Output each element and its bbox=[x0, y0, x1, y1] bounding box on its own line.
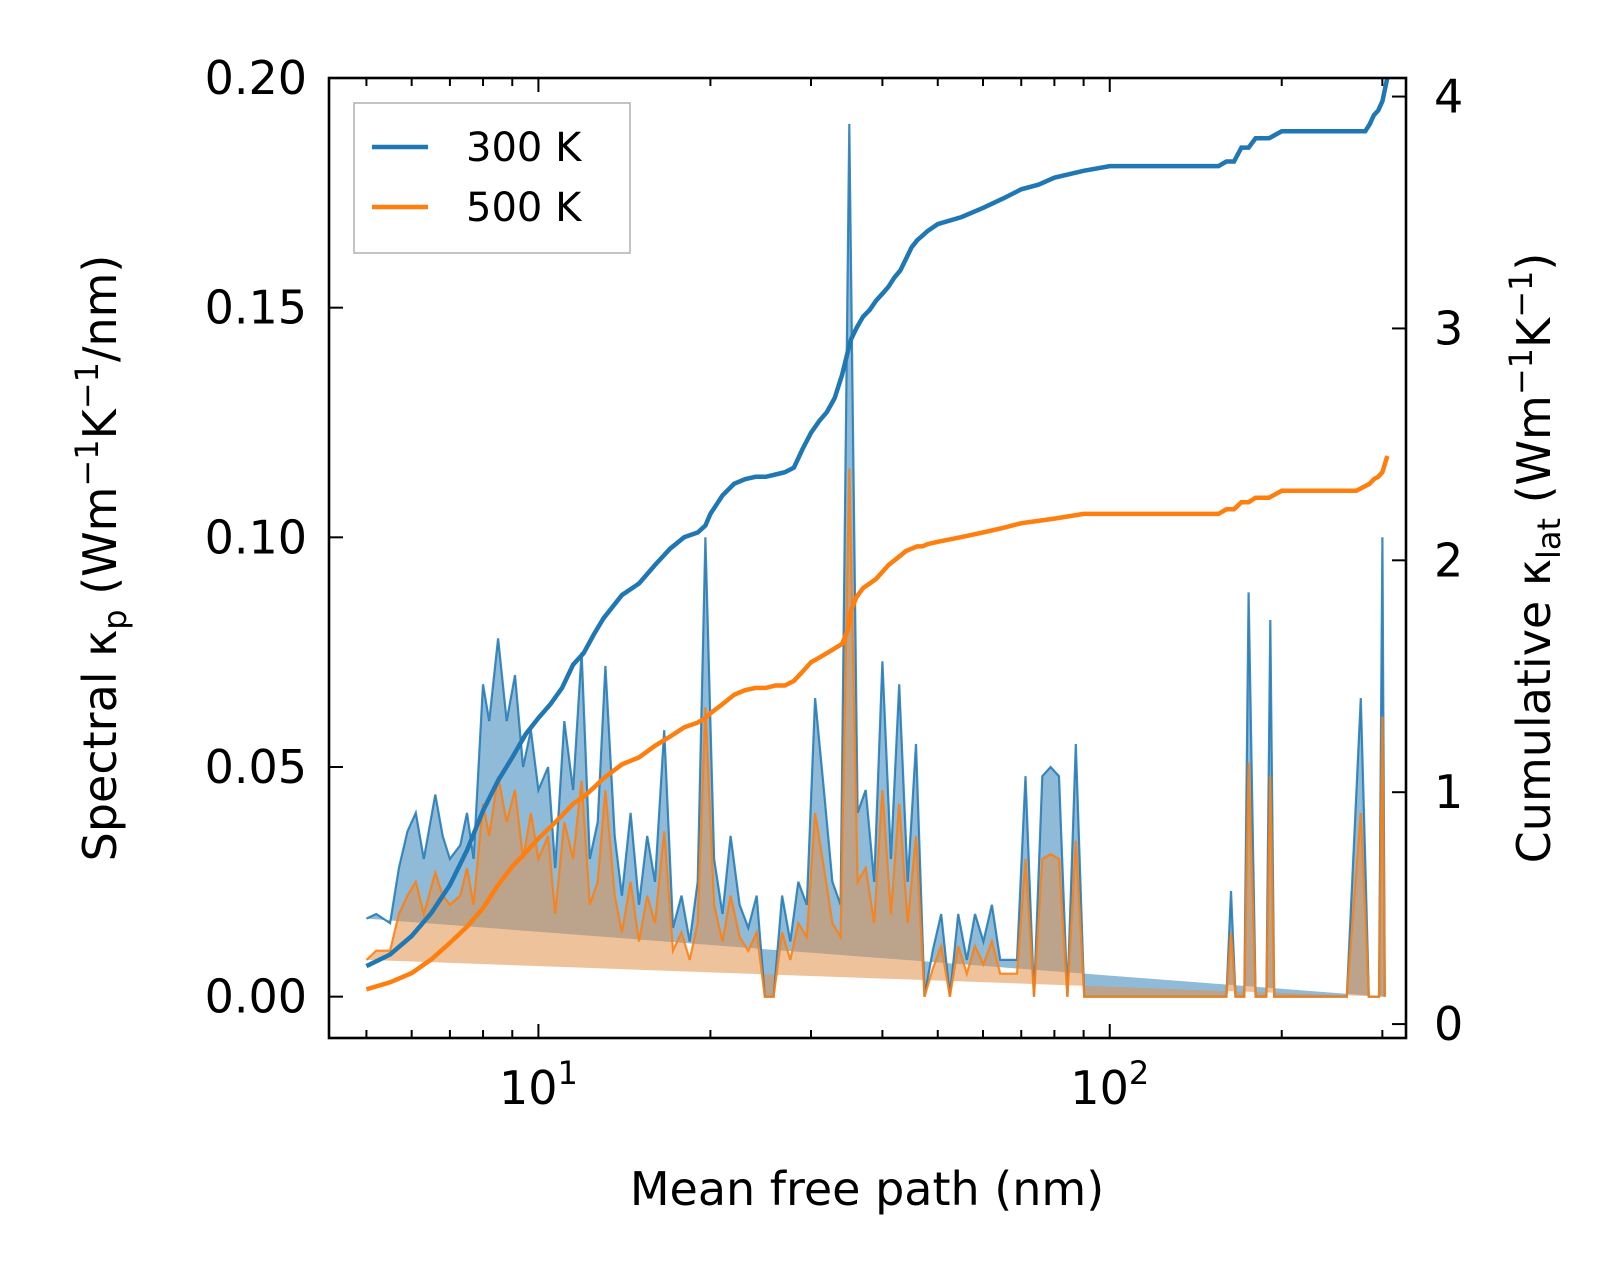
legend-500k-label: 500 K bbox=[466, 185, 583, 231]
y-right-tick-label: 0 bbox=[1434, 997, 1463, 1051]
spectral-500k-line bbox=[365, 468, 1386, 998]
y-left-tick-label: 0.05 bbox=[205, 740, 307, 794]
y-axis-left-label: Spectral κp (Wm−1K−1/nm) bbox=[68, 255, 134, 862]
y-axis-left: 0.00 0.05 0.10 0.15 0.20 bbox=[205, 51, 343, 1024]
x-axis: 101 102 bbox=[365, 78, 1384, 1115]
y-axis-right-label: Cumulative κlat (Wm−1K−1) bbox=[1502, 253, 1568, 864]
y-right-tick-label: 1 bbox=[1434, 765, 1463, 819]
spectral-500k-area bbox=[366, 468, 1385, 997]
y-left-tick-label: 0.20 bbox=[205, 51, 307, 105]
y-left-tick-label: 0.00 bbox=[205, 970, 307, 1024]
cumulative-500k-line bbox=[365, 455, 1390, 992]
legend-300k-label: 300 K bbox=[466, 125, 583, 171]
y-right-tick-label: 4 bbox=[1434, 70, 1463, 124]
plot-frame bbox=[327, 76, 1408, 1040]
y-right-tick-label: 3 bbox=[1434, 301, 1463, 355]
cumulative-300k-line bbox=[365, 78, 1390, 969]
plot-area bbox=[365, 78, 1390, 998]
y-right-tick-label: 2 bbox=[1434, 533, 1463, 587]
legend-box bbox=[353, 102, 631, 254]
y-left-tick-label: 0.15 bbox=[205, 281, 307, 335]
y-axis-right: 0 1 2 3 4 bbox=[1392, 70, 1463, 1051]
y-left-tick-label: 0.10 bbox=[205, 510, 307, 564]
x-tick-label: 102 bbox=[1070, 1054, 1149, 1115]
legend: 300 K 500 K bbox=[353, 102, 631, 254]
x-axis-label: Mean free path (nm) bbox=[630, 1162, 1104, 1216]
x-tick-label: 101 bbox=[499, 1054, 578, 1115]
